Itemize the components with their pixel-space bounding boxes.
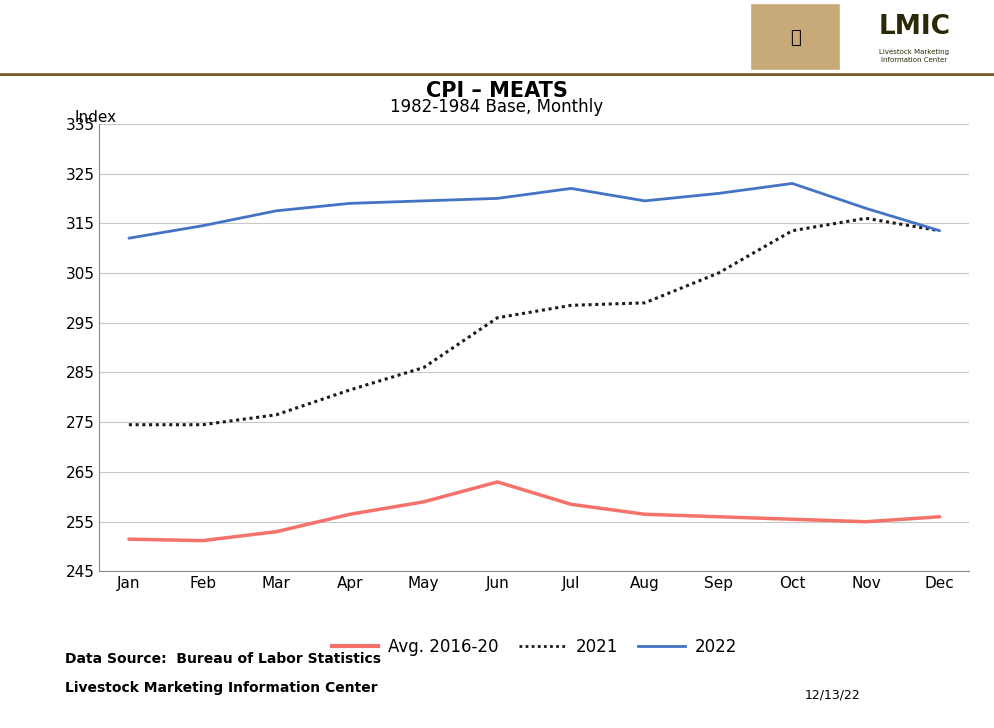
- Legend: Avg. 2016-20, 2021, 2022: Avg. 2016-20, 2021, 2022: [325, 631, 744, 662]
- Text: 🐄: 🐄: [790, 29, 800, 47]
- Bar: [750, 3, 987, 71]
- Text: CPI – MEATS: CPI – MEATS: [426, 81, 568, 101]
- Text: Livestock Marketing
Information Center: Livestock Marketing Information Center: [880, 49, 949, 63]
- Text: Data Source:  Bureau of Labor Statistics: Data Source: Bureau of Labor Statistics: [65, 652, 381, 666]
- Text: Livestock Marketing Information Center: Livestock Marketing Information Center: [65, 681, 378, 695]
- Text: LMIC: LMIC: [879, 14, 950, 40]
- Text: Index: Index: [75, 111, 116, 125]
- Bar: [750, 3, 840, 71]
- Text: 12/13/22: 12/13/22: [805, 689, 861, 702]
- Text: 1982-1984 Base, Monthly: 1982-1984 Base, Monthly: [391, 98, 603, 116]
